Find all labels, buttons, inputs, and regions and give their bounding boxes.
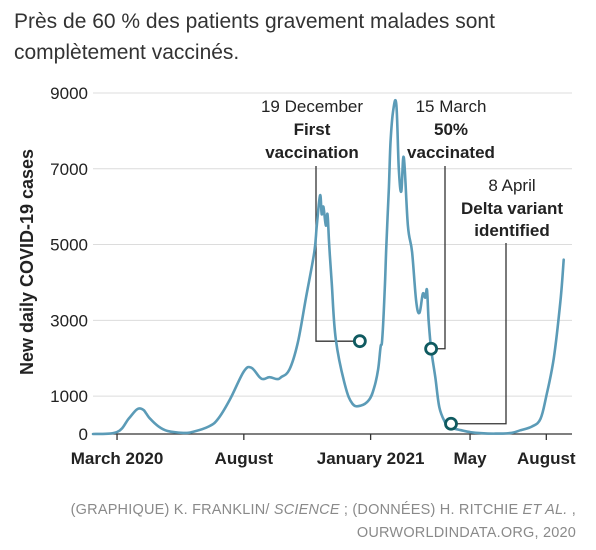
y-tick-label: 9000 xyxy=(50,84,88,103)
x-tick-label: May xyxy=(454,449,488,468)
annotation-3-date: 8 April xyxy=(488,176,535,195)
y-tick-label: 7000 xyxy=(50,160,88,179)
credit-graphic: (GRAPHIQUE) K. FRANKLIN/ xyxy=(70,502,274,518)
annotation-2-line2: vaccinated xyxy=(407,143,495,162)
annotation-3-line2: identified xyxy=(474,221,550,240)
x-tick-label: January 2021 xyxy=(317,449,425,468)
x-axis-ticks: March 2020 August January 2021 May August xyxy=(71,434,576,468)
y-axis-label: New daily COVID-19 cases xyxy=(17,149,37,375)
x-tick-label: March 2020 xyxy=(71,449,164,468)
event-marker xyxy=(424,341,439,356)
leader-line-2 xyxy=(431,166,446,350)
credit-comma: , xyxy=(567,502,576,518)
line-chart: 0 1000 3000 5000 7000 9000 March 2020 August Ja… xyxy=(17,84,576,468)
source-credit: (GRAPHIQUE) K. FRANKLIN/ SCIENCE ; (DONN… xyxy=(16,499,576,545)
annotation-1-line1: First xyxy=(294,120,331,139)
credit-data: ; (DONNÉES) H. RITCHIE xyxy=(339,502,523,518)
annotation-1-line2: vaccination xyxy=(265,143,359,162)
x-tick-label: August xyxy=(215,449,274,468)
y-tick-label: 3000 xyxy=(50,311,88,330)
y-axis-ticks: 0 1000 3000 5000 7000 9000 xyxy=(50,84,88,444)
credit-line-1: (GRAPHIQUE) K. FRANKLIN/ SCIENCE ; (DONN… xyxy=(16,499,576,522)
annotation-2-line1: 50% xyxy=(434,120,468,139)
y-tick-label: 1000 xyxy=(50,387,88,406)
annotation-1-date: 19 December xyxy=(261,97,363,116)
annotation-2-date: 15 March xyxy=(416,97,487,116)
event-markers xyxy=(352,334,458,431)
gridlines xyxy=(93,92,572,397)
credit-publication: SCIENCE xyxy=(273,502,340,518)
event-marker xyxy=(352,334,367,349)
leader-line-1 xyxy=(315,166,360,342)
credit-etal: ET AL. xyxy=(522,502,568,518)
event-marker xyxy=(444,416,458,431)
credit-line-2: OURWORLDINDATA.ORG, 2020 xyxy=(356,525,576,541)
page-title: Près de 60 % des patients gravement mala… xyxy=(14,10,495,64)
leader-line-3 xyxy=(451,243,507,425)
annotation-3-line1: Delta variant xyxy=(461,199,563,218)
x-tick-label: August xyxy=(517,449,576,468)
y-tick-label: 0 xyxy=(79,425,88,444)
y-tick-label: 5000 xyxy=(50,236,88,255)
